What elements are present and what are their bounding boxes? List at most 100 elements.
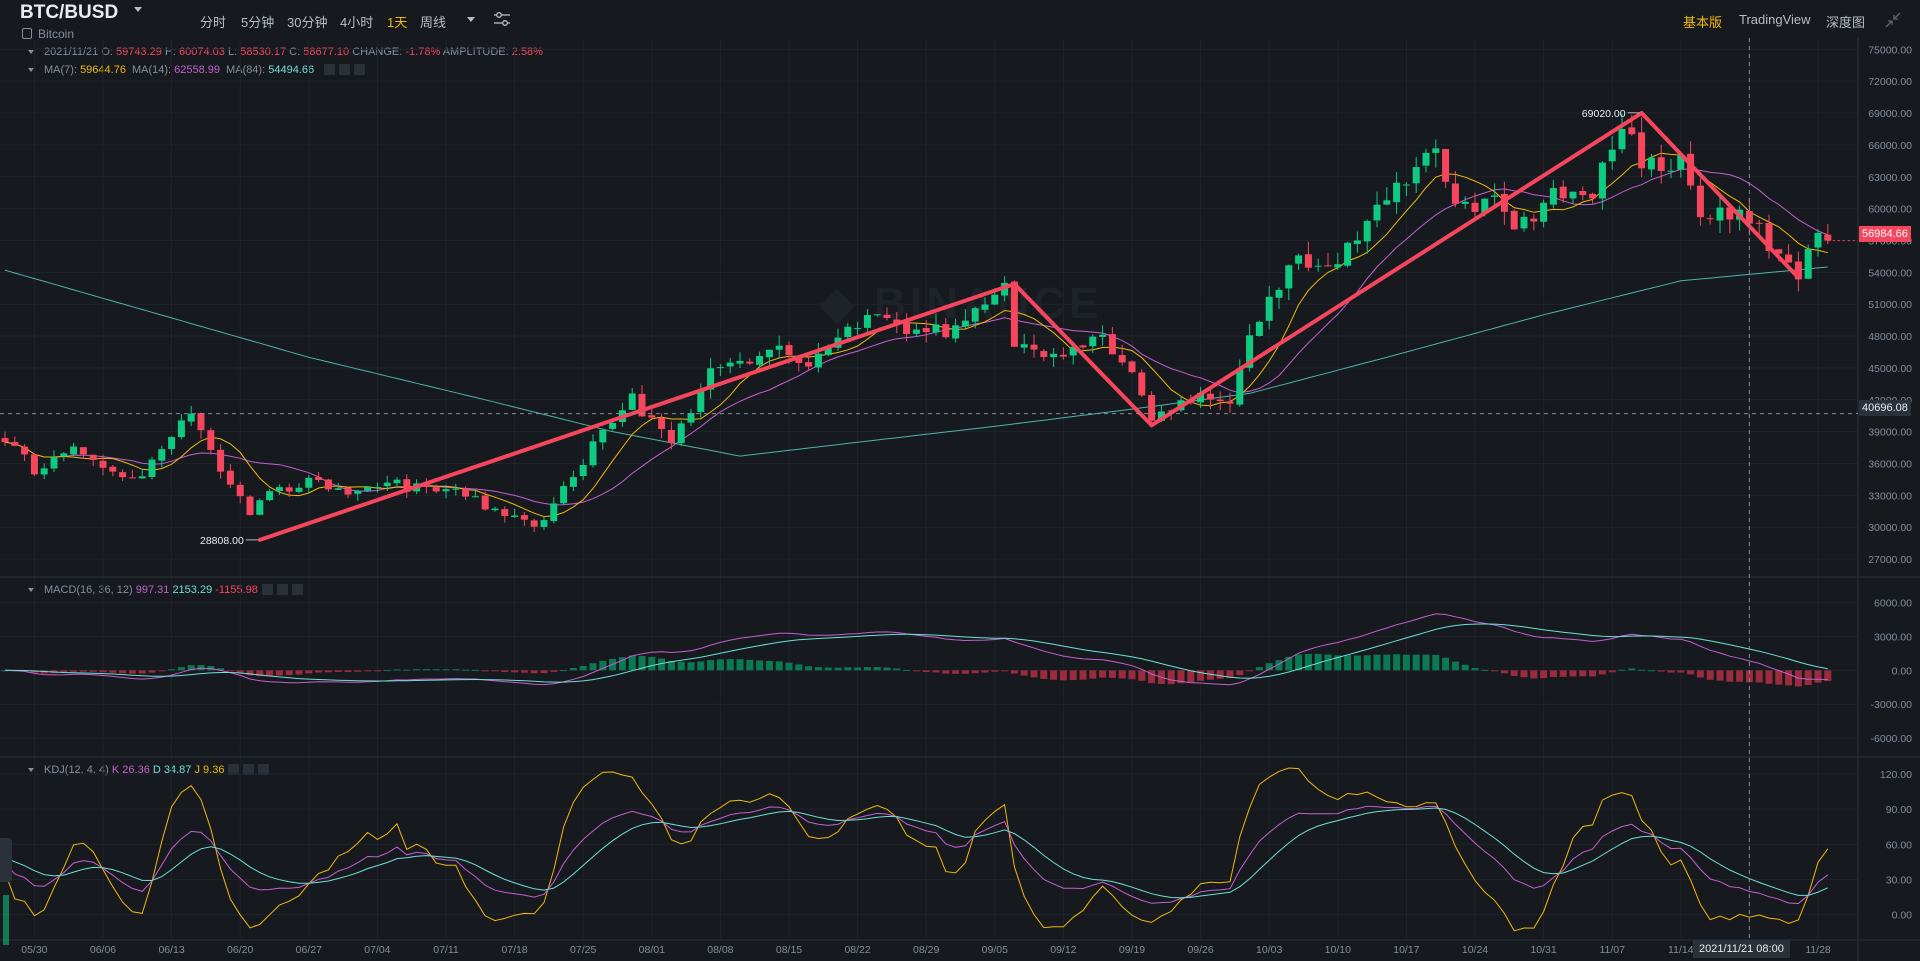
interval-30m[interactable]: 30分钟 [287, 15, 328, 30]
candle-body [1549, 188, 1557, 205]
candle-body [128, 477, 136, 479]
candle-body [775, 345, 783, 350]
candle-body [354, 490, 362, 494]
candle [373, 482, 381, 493]
view-depth[interactable]: 深度图 [1826, 15, 1866, 30]
candle [177, 413, 185, 440]
candle [462, 486, 470, 500]
kdj-remove-icon[interactable] [258, 764, 270, 775]
kdj-settings-icon[interactable] [243, 764, 255, 775]
candle-body [1236, 368, 1244, 405]
macd-bar [452, 669, 460, 671]
candle-body [883, 314, 891, 318]
macd-bar [1187, 670, 1195, 683]
kdj-visibility-icon[interactable] [228, 764, 240, 775]
collapse-kdj-icon[interactable] [28, 768, 34, 772]
candle-body [79, 447, 87, 455]
candle [854, 321, 862, 336]
macd-bar [716, 659, 724, 671]
indicator-settings-icon[interactable] [492, 11, 512, 27]
candle-body [393, 479, 401, 484]
macd-remove-icon[interactable] [291, 584, 303, 595]
macd-bar [922, 670, 930, 672]
symbol-selector[interactable]: BTC/BUSD [20, 2, 119, 23]
candle-body [481, 495, 489, 510]
macd-bar [236, 670, 244, 673]
candle [1324, 253, 1332, 267]
view-tradingview[interactable]: TradingView [1739, 12, 1811, 27]
macd-bar [315, 670, 323, 673]
candle [432, 484, 440, 494]
symbol-dropdown-icon[interactable] [134, 7, 142, 12]
candle-body [520, 515, 528, 520]
macd-bar [785, 662, 793, 671]
macd-tick-label: 0.00 [1892, 665, 1913, 677]
candle [1128, 360, 1136, 374]
candle [1814, 229, 1822, 257]
macd-bar [158, 670, 166, 672]
price-tick-label: 48000.00 [1868, 331, 1912, 343]
candle [540, 516, 548, 531]
candle [70, 442, 78, 457]
candle [354, 489, 362, 501]
interval-4h[interactable]: 4小时 [340, 15, 374, 30]
interval-time[interactable]: 分时 [200, 15, 227, 30]
candle [1451, 171, 1459, 208]
collapse-macd-icon[interactable] [28, 588, 34, 592]
candle [383, 475, 391, 492]
more-intervals-icon[interactable] [467, 17, 475, 22]
interval-1w[interactable]: 周线 [420, 15, 447, 30]
macd-bar [1422, 654, 1430, 671]
candle [1696, 178, 1704, 226]
macd-bar [1118, 670, 1126, 679]
symbol-subtitle: Bitcoin [22, 27, 74, 41]
candle-body [1108, 334, 1116, 355]
macd-bar [197, 664, 205, 671]
time-tick-label: 09/19 [1119, 944, 1145, 956]
candle [207, 427, 215, 455]
candle [1589, 192, 1597, 204]
candle-body [1373, 204, 1381, 221]
macd-visibility-icon[interactable] [261, 584, 273, 595]
ma-remove-icon[interactable] [354, 64, 366, 75]
macd-bar [991, 670, 999, 672]
candle-body [1579, 190, 1587, 196]
candle [1373, 191, 1381, 228]
candle [1461, 196, 1469, 209]
candle [746, 358, 754, 366]
interval-1d[interactable]: 1天 [387, 15, 408, 30]
candle-body [266, 491, 274, 501]
trend-lines [257, 111, 1801, 542]
candle-body [1804, 249, 1812, 279]
view-basic[interactable]: 基本版 [1683, 15, 1723, 30]
price-tick-label: 54000.00 [1868, 267, 1912, 279]
macd-bar [1765, 670, 1773, 684]
macd-bar [667, 660, 675, 671]
ma-visibility-icon[interactable] [324, 64, 336, 75]
candle-body [677, 423, 685, 444]
drawing-toolbar-toggle[interactable] [0, 838, 12, 882]
price-annotation: 28808.00 [200, 535, 244, 547]
collapse-ma-icon[interactable] [28, 68, 34, 72]
candle [560, 481, 568, 506]
price-tick-label: 39000.00 [1868, 427, 1912, 439]
candle-body [609, 422, 617, 429]
collapse-legend-icon[interactable] [28, 50, 34, 54]
candle [805, 354, 813, 370]
volume-level-icon[interactable] [2, 895, 10, 945]
macd-bar [1001, 670, 1009, 672]
candle-body [403, 479, 411, 492]
ma-settings-icon[interactable] [339, 64, 351, 75]
macd-settings-icon[interactable] [276, 584, 288, 595]
collapse-icon[interactable] [1884, 11, 1902, 29]
candle-body [1265, 296, 1273, 321]
macd-bar [1540, 670, 1548, 679]
macd-bar [344, 670, 352, 673]
candle [1412, 157, 1420, 193]
interval-5m[interactable]: 5分钟 [241, 15, 275, 30]
candle-body [1050, 353, 1058, 358]
candle-body [687, 413, 695, 423]
macd-bar [1040, 670, 1048, 679]
candle [579, 459, 587, 481]
